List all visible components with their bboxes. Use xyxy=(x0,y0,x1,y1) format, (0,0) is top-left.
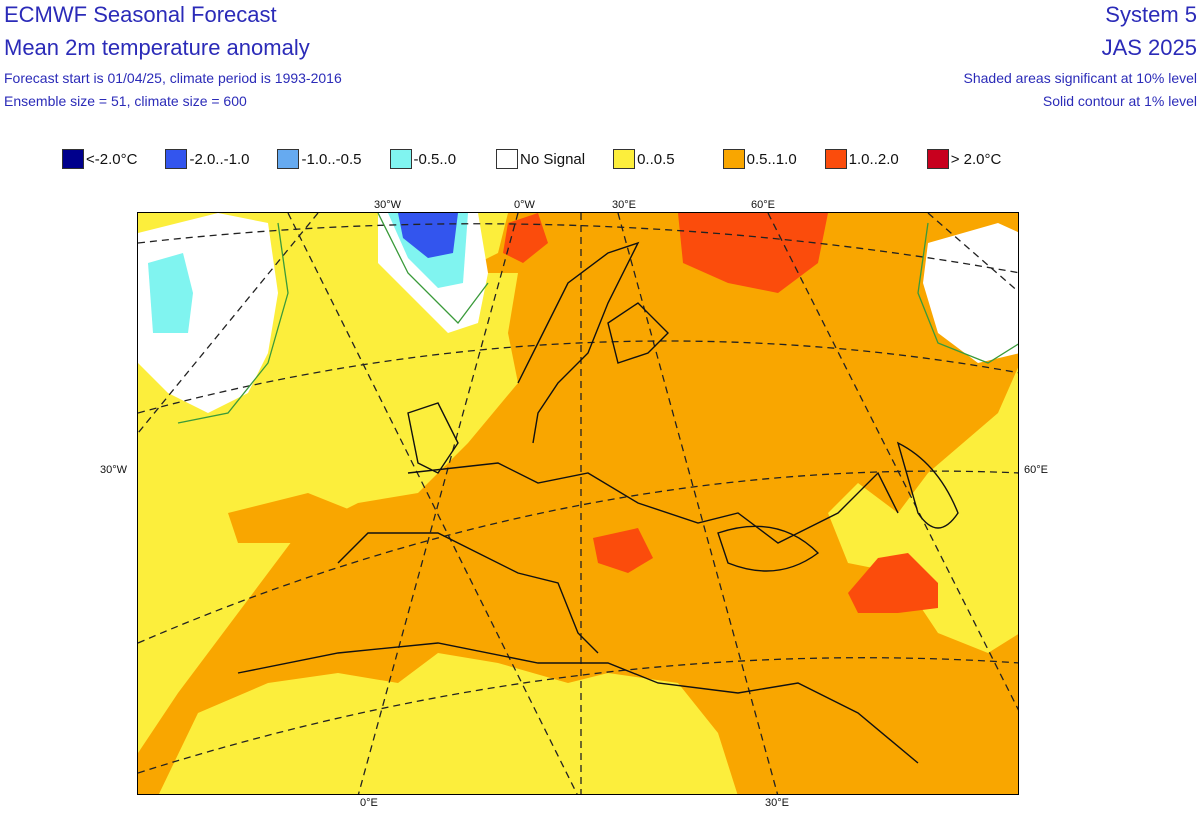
lon-label-top: 30°W xyxy=(374,199,402,211)
chart-title: ECMWF Seasonal Forecast xyxy=(4,2,277,27)
hot-area xyxy=(848,553,938,613)
cool-area xyxy=(148,253,193,333)
legend-item: No Signal xyxy=(496,149,585,169)
legend-label: 1.0..2.0 xyxy=(848,150,899,168)
no-signal-area xyxy=(923,223,1018,363)
legend-swatch xyxy=(926,149,949,169)
lon-label-top: 0°W xyxy=(514,199,535,211)
warm-area xyxy=(228,493,358,543)
system-label: System 5 xyxy=(1105,2,1197,27)
legend-swatch xyxy=(277,149,300,169)
legend-item: -0.5..0 xyxy=(389,149,457,169)
lon-label-top: 30°E xyxy=(612,199,636,211)
chart-subtitle: Mean 2m temperature anomaly xyxy=(4,35,310,60)
legend: <-2.0°C -2.0..-1.0 -1.0..-0.5 -0.5..0 No Sig… xyxy=(62,149,1001,169)
legend-label: -0.5..0 xyxy=(413,150,457,168)
lon-label-left: 30°W xyxy=(100,464,128,476)
legend-swatch xyxy=(165,149,188,169)
significance-contour xyxy=(177,213,1018,424)
legend-item: 1.0..2.0 xyxy=(824,149,899,169)
legend-swatch xyxy=(389,149,412,169)
coastlines xyxy=(237,241,959,764)
contour-note: Solid contour at 1% level xyxy=(1042,93,1197,109)
legend-label: > 2.0°C xyxy=(950,150,1002,168)
legend-item: 0.5..1.0 xyxy=(722,149,797,169)
legend-swatch xyxy=(496,149,519,169)
lon-label-bottom: 30°E xyxy=(765,797,789,809)
legend-item: 0..0.5 xyxy=(613,149,675,169)
legend-item: > 2.0°C xyxy=(926,149,1002,169)
legend-swatch xyxy=(824,149,847,169)
significance-note: Shaded areas significant at 10% level xyxy=(963,70,1197,86)
legend-label: 0.5..1.0 xyxy=(746,150,797,168)
legend-swatch xyxy=(62,149,84,169)
legend-item: <-2.0°C xyxy=(62,149,137,169)
legend-item: -2.0..-1.0 xyxy=(165,149,249,169)
lon-label-top: 60°E xyxy=(751,199,775,211)
period-label: JAS 2025 xyxy=(1101,35,1197,60)
lon-label-right: 60°E xyxy=(1024,464,1048,476)
anomaly-map xyxy=(137,212,1019,795)
lon-label-bottom: 0°E xyxy=(360,797,378,809)
legend-swatch xyxy=(613,149,636,169)
forecast-info: Forecast start is 01/04/25, climate peri… xyxy=(4,70,342,86)
legend-item: -1.0..-0.5 xyxy=(277,149,362,169)
hot-area xyxy=(593,528,653,573)
legend-label: -1.0..-0.5 xyxy=(301,150,362,168)
ensemble-info: Ensemble size = 51, climate size = 600 xyxy=(4,93,247,109)
legend-label: -2.0..-1.0 xyxy=(189,150,250,168)
warm-area xyxy=(138,213,1018,794)
legend-swatch xyxy=(722,149,745,169)
legend-label: <-2.0°C xyxy=(86,150,138,168)
legend-label: 0..0.5 xyxy=(637,150,675,168)
legend-label: No Signal xyxy=(520,150,586,168)
